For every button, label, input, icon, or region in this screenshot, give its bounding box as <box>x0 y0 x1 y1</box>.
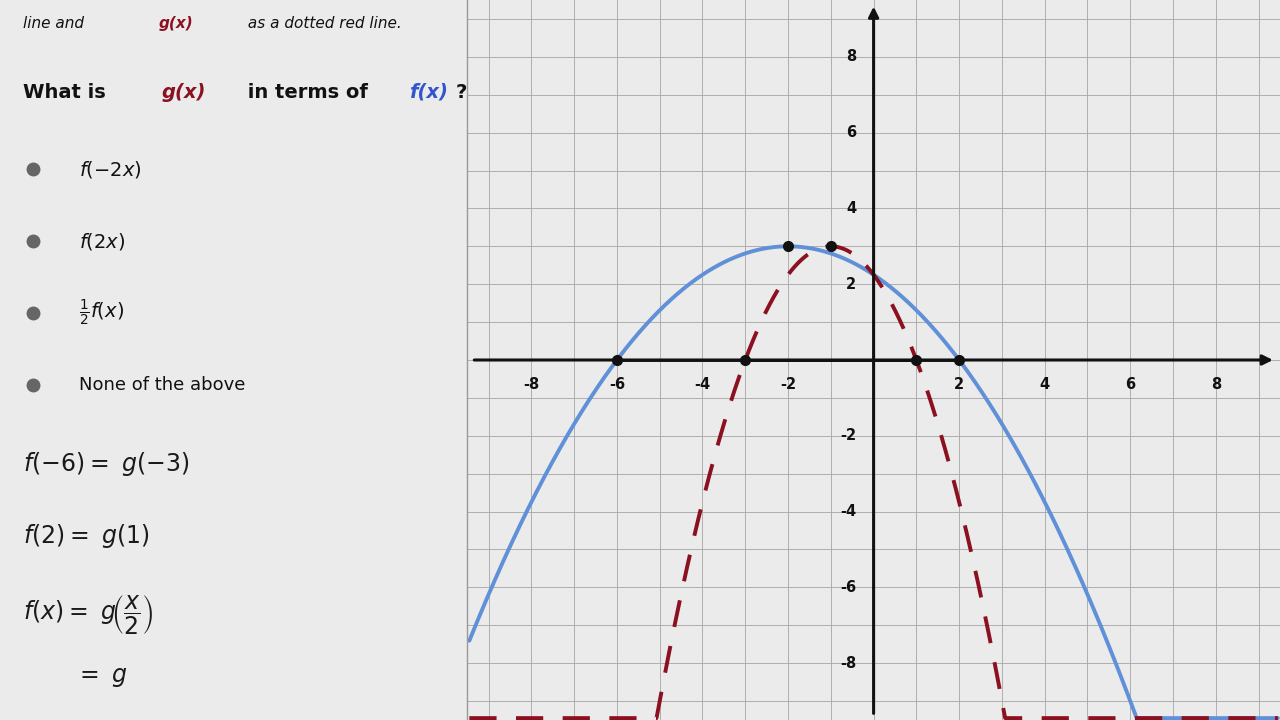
Text: None of the above: None of the above <box>79 376 246 395</box>
Text: 6: 6 <box>846 125 856 140</box>
Text: -6: -6 <box>609 377 625 392</box>
Text: $f(x) = \ g\!\left(\dfrac{x}{2}\right)$: $f(x) = \ g\!\left(\dfrac{x}{2}\right)$ <box>23 594 154 637</box>
Text: f(x): f(x) <box>408 83 448 102</box>
Text: -2: -2 <box>841 428 856 444</box>
Text: $= \ g$: $= \ g$ <box>74 666 128 689</box>
Text: -8: -8 <box>840 656 856 670</box>
Text: -8: -8 <box>524 377 539 392</box>
Text: 8: 8 <box>846 50 856 64</box>
Text: -4: -4 <box>841 504 856 519</box>
Text: 4: 4 <box>846 201 856 216</box>
Text: g(x): g(x) <box>159 16 193 31</box>
Text: line and: line and <box>23 16 90 31</box>
Text: 4: 4 <box>1039 377 1050 392</box>
Text: 2: 2 <box>954 377 964 392</box>
Text: $f(2x)$: $f(2x)$ <box>79 230 125 252</box>
Text: as a dotted red line.: as a dotted red line. <box>243 16 402 31</box>
Text: ?: ? <box>456 83 467 102</box>
Text: in terms of: in terms of <box>241 83 374 102</box>
Text: 2: 2 <box>846 276 856 292</box>
Text: -2: -2 <box>780 377 796 392</box>
Text: What is: What is <box>23 83 113 102</box>
Text: 6: 6 <box>1125 377 1135 392</box>
Text: 8: 8 <box>1211 377 1221 392</box>
Text: $f(2) = \ g(1)$: $f(2) = \ g(1)$ <box>23 522 150 550</box>
Text: $\frac{1}{2}f(x)$: $\frac{1}{2}f(x)$ <box>79 298 124 328</box>
Text: g(x): g(x) <box>161 83 206 102</box>
Text: $f(-2x)$: $f(-2x)$ <box>79 158 142 180</box>
Text: -4: -4 <box>695 377 710 392</box>
Text: $f(-6) = \ g(-3)$: $f(-6) = \ g(-3)$ <box>23 450 189 478</box>
Text: -6: -6 <box>841 580 856 595</box>
